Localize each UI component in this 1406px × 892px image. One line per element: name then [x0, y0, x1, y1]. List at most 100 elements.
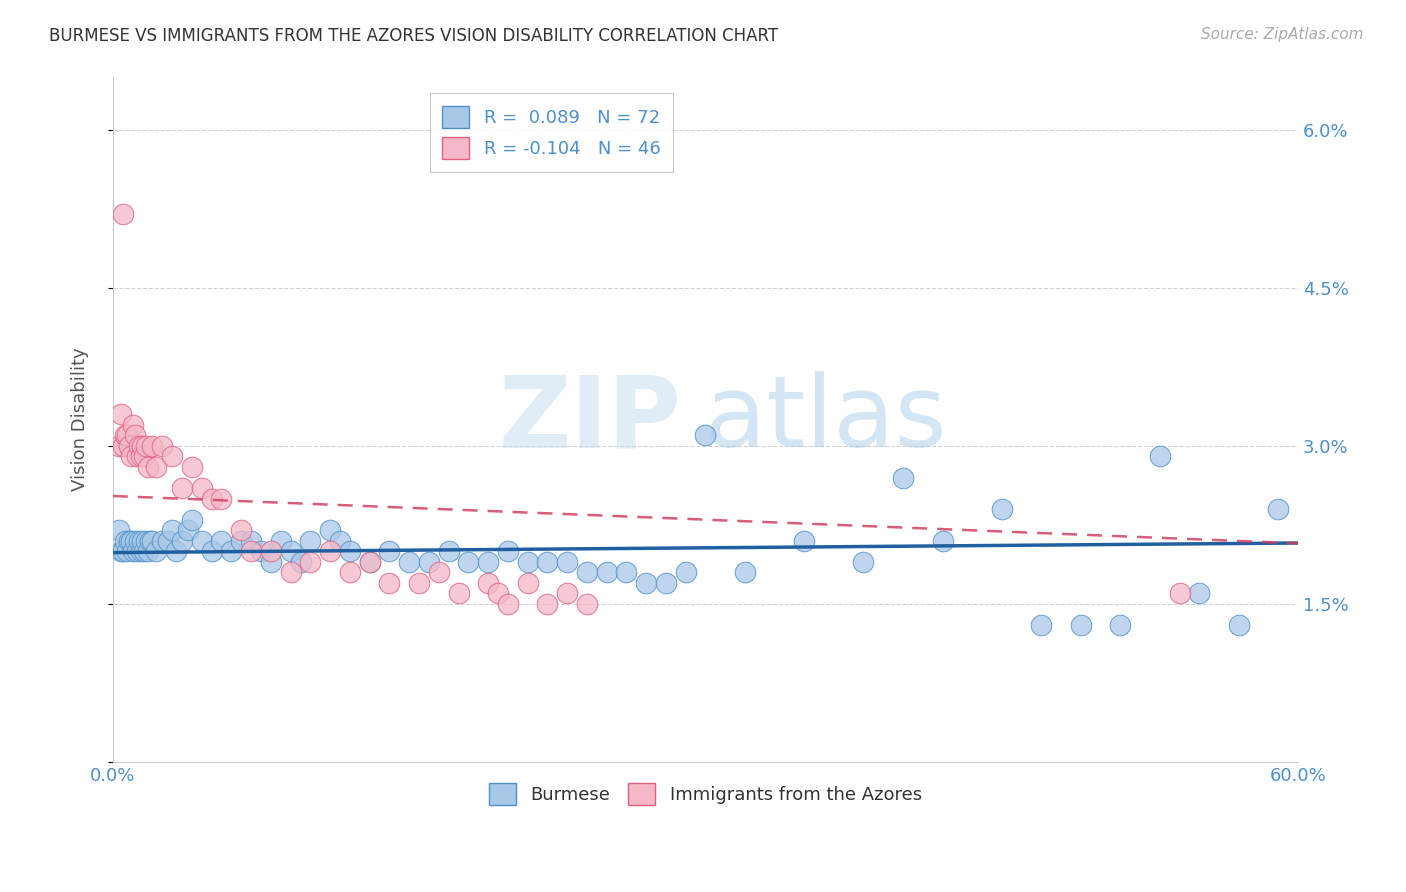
Point: [299, 555, 322, 569]
Point: [457, 555, 479, 569]
Point: [157, 533, 180, 548]
Point: [129, 450, 152, 464]
Text: BURMESE VS IMMIGRANTS FROM THE AZORES VISION DISABILITY CORRELATION CHART: BURMESE VS IMMIGRANTS FROM THE AZORES VI…: [49, 27, 779, 45]
Point: [418, 555, 440, 569]
Point: [575, 566, 598, 580]
Point: [852, 555, 875, 569]
Legend: Burmese, Immigrants from the Azores: Burmese, Immigrants from the Azores: [479, 774, 931, 814]
Point: [120, 450, 142, 464]
Point: [121, 544, 143, 558]
Point: [1168, 586, 1191, 600]
Point: [118, 439, 141, 453]
Point: [240, 533, 263, 548]
Point: [110, 408, 132, 422]
Point: [135, 439, 157, 453]
Point: [359, 555, 381, 569]
Point: [260, 555, 283, 569]
Point: [118, 533, 141, 548]
Point: [536, 555, 558, 569]
Point: [128, 439, 150, 453]
Point: [359, 555, 381, 569]
Point: [477, 575, 499, 590]
Point: [180, 460, 202, 475]
Point: [260, 544, 283, 558]
Point: [1109, 618, 1132, 632]
Point: [496, 597, 519, 611]
Point: [496, 544, 519, 558]
Point: [931, 533, 953, 548]
Point: [339, 566, 361, 580]
Point: [150, 533, 173, 548]
Point: [299, 533, 322, 548]
Point: [734, 566, 756, 580]
Point: [121, 417, 143, 432]
Point: [139, 533, 162, 548]
Point: [124, 533, 146, 548]
Point: [177, 523, 200, 537]
Point: [170, 481, 193, 495]
Point: [319, 544, 342, 558]
Point: [636, 575, 658, 590]
Point: [378, 544, 401, 558]
Point: [141, 439, 163, 453]
Point: [145, 460, 167, 475]
Point: [250, 544, 273, 558]
Point: [150, 439, 173, 453]
Point: [536, 597, 558, 611]
Point: [675, 566, 697, 580]
Point: [160, 523, 183, 537]
Point: [447, 586, 470, 600]
Point: [134, 544, 156, 558]
Point: [575, 597, 598, 611]
Point: [141, 533, 163, 548]
Point: [115, 544, 138, 558]
Point: [231, 523, 253, 537]
Point: [180, 513, 202, 527]
Point: [170, 533, 193, 548]
Point: [1188, 586, 1211, 600]
Point: [695, 428, 717, 442]
Point: [211, 491, 233, 506]
Point: [128, 533, 150, 548]
Text: Source: ZipAtlas.com: Source: ZipAtlas.com: [1201, 27, 1364, 42]
Point: [129, 544, 152, 558]
Point: [655, 575, 678, 590]
Point: [1149, 450, 1171, 464]
Point: [111, 544, 134, 558]
Point: [231, 533, 253, 548]
Point: [145, 544, 167, 558]
Point: [211, 533, 233, 548]
Point: [1070, 618, 1092, 632]
Point: [114, 428, 136, 442]
Point: [160, 450, 183, 464]
Point: [131, 533, 153, 548]
Point: [1227, 618, 1250, 632]
Point: [107, 523, 129, 537]
Point: [138, 460, 160, 475]
Point: [125, 450, 148, 464]
Point: [125, 544, 148, 558]
Point: [165, 544, 187, 558]
Point: [190, 481, 212, 495]
Point: [555, 586, 578, 600]
Point: [437, 544, 460, 558]
Point: [135, 533, 157, 548]
Point: [240, 544, 263, 558]
Point: [555, 555, 578, 569]
Point: [201, 544, 224, 558]
Point: [516, 555, 538, 569]
Point: [616, 566, 638, 580]
Point: [408, 575, 430, 590]
Point: [280, 566, 302, 580]
Point: [280, 544, 302, 558]
Point: [131, 439, 153, 453]
Point: [427, 566, 450, 580]
Point: [329, 533, 352, 548]
Point: [793, 533, 815, 548]
Point: [190, 533, 212, 548]
Point: [1031, 618, 1053, 632]
Point: [290, 555, 312, 569]
Point: [991, 502, 1014, 516]
Point: [114, 533, 136, 548]
Y-axis label: Vision Disability: Vision Disability: [72, 348, 89, 491]
